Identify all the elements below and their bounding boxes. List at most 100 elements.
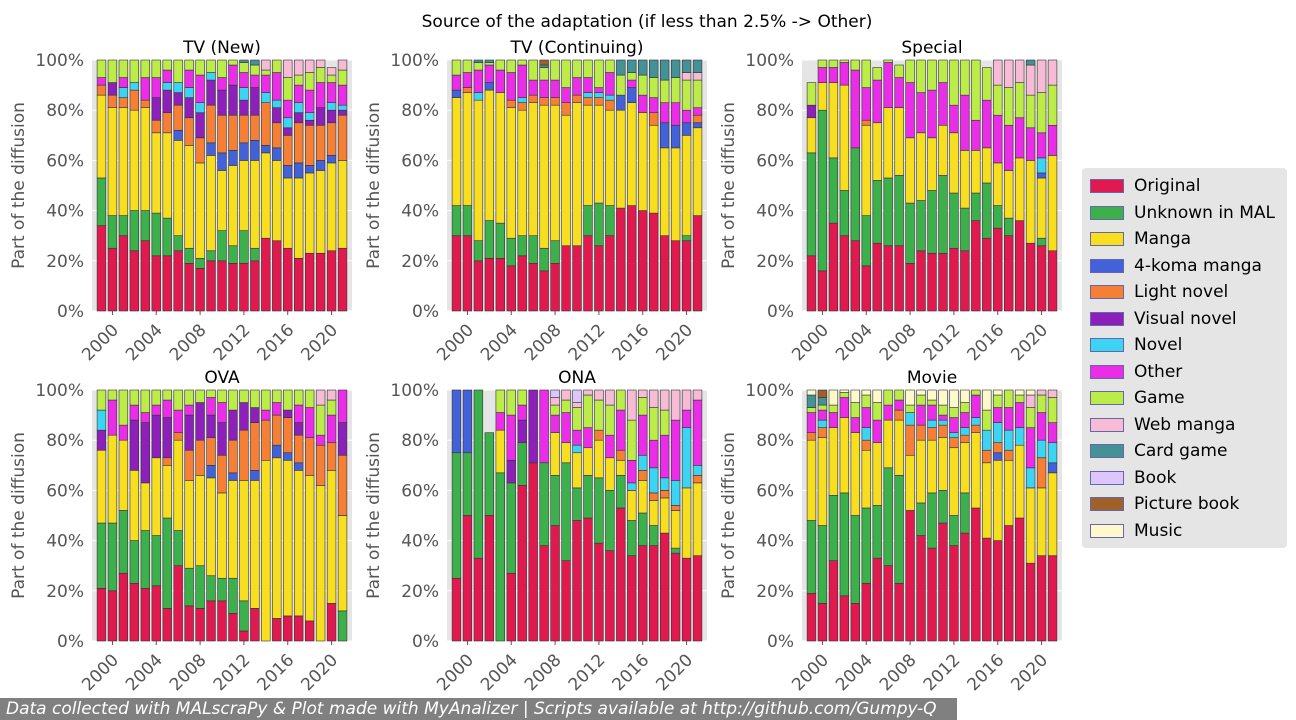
bar-segment-game-2019 (315, 67, 326, 83)
bar-segment-game-2008 (550, 404, 560, 416)
legend-item-novel: Novel (1090, 333, 1182, 357)
bar-segment-other-1999 (96, 77, 107, 86)
bar-segment-original-2003 (495, 257, 505, 312)
bar-segment-manga-2005 (162, 132, 172, 219)
bar-segment-game-2009 (206, 389, 216, 398)
bars (451, 59, 703, 312)
bar-segment-web-manga-2018 (304, 59, 315, 73)
bar-segment-unknown-in-mal-2006 (883, 177, 893, 247)
bar-segment-light-novel-2019 (670, 505, 681, 511)
bar-segment-game-2010 (217, 59, 227, 78)
bar-segment-visual-novel-2007 (184, 414, 194, 451)
bar-segment-music-2008 (905, 389, 915, 406)
bar-segment-manga-2002 (839, 417, 850, 494)
bar-segment-game-2010 (927, 59, 937, 91)
bar-segment-other-2013 (605, 434, 615, 459)
bar-segment-music-2019 (1025, 389, 1036, 396)
bar-segment-manga-2019 (670, 147, 681, 242)
bar-segment-unknown-in-mal-2000 (817, 525, 828, 604)
bar-segment-manga-2021 (1047, 472, 1058, 556)
bar-segment-novel-2010 (927, 419, 937, 428)
bar-segment-original-2007 (894, 245, 904, 312)
bar-segment-music-2018 (1014, 389, 1025, 396)
bar-segment-other-2017 (1004, 407, 1014, 431)
y-tick-label: 100% (35, 381, 84, 401)
bar-segment-other-1999 (806, 412, 817, 433)
x-tick-label: 2016 (964, 650, 1009, 695)
y-tick-label: 40% (46, 202, 84, 222)
y-tick-label: 40% (46, 532, 84, 552)
bar-segment-web-manga-2017 (649, 389, 659, 408)
x-tick-label: 2008 (876, 320, 921, 365)
bar-segment-other-2018 (659, 102, 670, 124)
bar-segment-game-2009 (916, 59, 926, 93)
bar-segment-manga-2003 (495, 429, 505, 474)
bar-segment-card-game-2015 (627, 59, 637, 73)
bar-segment-game-2017 (1004, 87, 1014, 126)
bar-segment-unknown-in-mal-2014 (616, 475, 626, 509)
bar-segment-unknown-in-mal-2004 (861, 215, 871, 267)
bar-segment-light-novel-2013 (250, 114, 260, 141)
subplot-title: Special (901, 38, 962, 58)
bar-segment-novel-2012 (239, 87, 249, 101)
bar-segment-game-2016 (283, 389, 293, 411)
bar-segment-light-novel-2006 (528, 94, 538, 103)
bar-segment-other-2008 (550, 79, 560, 98)
bar-segment-original-2014 (971, 507, 981, 642)
bar-segment-original-2010 (572, 245, 582, 312)
x-tick-label: 2016 (609, 320, 654, 365)
bar-segment-manga-2010 (927, 439, 937, 494)
bar-segment-visual-novel-2013 (250, 407, 260, 423)
x-tick-label: 2016 (254, 650, 299, 695)
bar-segment-unknown-in-mal-2004 (151, 212, 161, 257)
bar-segment-visual-novel-2007 (184, 97, 194, 119)
bar-segment-unknown-in-mal-2001 (828, 495, 839, 561)
bar-segment-game-2001 (828, 404, 839, 413)
bar-segment-4-koma-manga-2020 (326, 155, 337, 164)
bar-segment-other-2016 (993, 114, 1003, 164)
bar-segment-manga-2011 (583, 447, 593, 476)
bar-segment-light-novel-2015 (272, 122, 282, 149)
bar-segment-visual-novel-2008 (195, 402, 205, 441)
bar-segment-other-2013 (250, 74, 260, 88)
bar-segment-original-2021 (337, 247, 348, 312)
bar-segment-original-2016 (638, 545, 648, 642)
y-axis-label: Part of the diffusion (9, 432, 29, 599)
bar-segment-other-2002 (839, 62, 850, 86)
bar-segment-light-novel-2013 (605, 99, 615, 111)
bar-segment-original-2020 (326, 603, 337, 642)
bar-segment-game-2012 (239, 389, 249, 403)
bar-segment-original-2000 (462, 515, 473, 642)
bar-segment-other-2009 (916, 92, 926, 134)
y-tick-label: 60% (46, 481, 84, 501)
bar-segment-game-2010 (572, 59, 582, 78)
bar-segment-light-novel-2007 (539, 97, 549, 106)
bar-segment-game-2016 (638, 397, 648, 416)
bar-segment-original-2001 (473, 260, 484, 312)
bar-segment-visual-novel-2006 (528, 389, 538, 464)
bar-segment-original-2013 (250, 260, 260, 312)
bar-segment-music-2012 (949, 389, 959, 408)
bar-segment-game-2009 (561, 399, 571, 413)
bar-segment-original-1999 (451, 577, 462, 642)
bar-segment-game-2013 (605, 404, 615, 436)
bar-segment-card-game-2020 (681, 59, 692, 73)
bar-segment-game-2021 (1047, 84, 1058, 126)
bar-segment-web-manga-2018 (659, 389, 670, 411)
bar-segment-novel-2018 (659, 477, 670, 491)
bar-segment-game-2002 (484, 62, 495, 66)
bar-segment-web-manga-2020 (681, 389, 692, 411)
y-tick-label: 0% (412, 302, 439, 322)
y-tick-label: 60% (46, 151, 84, 171)
legend-item-manga: Manga (1090, 227, 1191, 251)
bar-segment-original-2007 (539, 545, 549, 642)
bar-segment-original-2020 (326, 250, 337, 312)
bar-segment-other-2020 (326, 82, 337, 103)
x-tick-label: 2004 (832, 650, 877, 695)
bar-segment-music-2016 (993, 389, 1003, 396)
bar-segment-game-2001 (473, 62, 484, 71)
bar-segment-light-novel-2011 (938, 424, 948, 438)
bar-segment-novel-1999 (96, 409, 107, 431)
bar-segment-unknown-in-mal-2008 (905, 202, 915, 264)
bar-segment-manga-2013 (250, 480, 260, 609)
